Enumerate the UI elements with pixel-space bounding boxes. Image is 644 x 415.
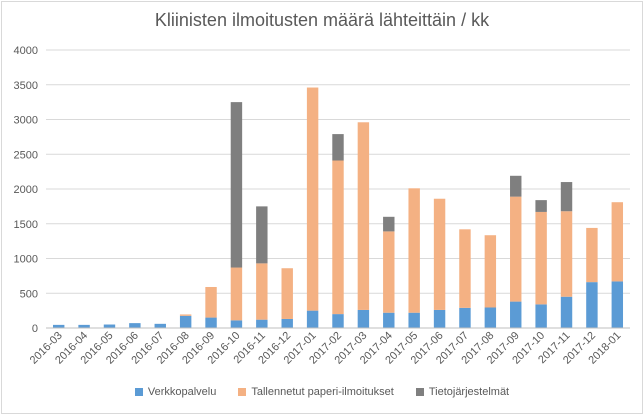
- bar-segment-verkkopalvelu: [383, 312, 395, 328]
- bar-segment-tallennetut-paperi-ilmoitukset: [459, 229, 471, 308]
- legend-item-tallennetut-paperi-ilmoitukset: Tallennetut paperi-ilmoitukset: [238, 386, 394, 398]
- y-tick-label: 3000: [14, 115, 38, 127]
- bar-segment-verkkopalvelu: [154, 323, 166, 328]
- y-tick-label: 500: [20, 288, 38, 300]
- y-axis-ticks: 0 500 1000 1500 2000 2500 3000 3500 4000: [14, 45, 38, 335]
- bar-segment-verkkopalvelu: [586, 282, 598, 328]
- bar-segment-verkkopalvelu: [230, 320, 243, 328]
- legend-label-tallennetut-paperi-ilmoitukset: Tallennetut paperi-ilmoitukset: [251, 386, 394, 398]
- bar-segment-verkkopalvelu: [484, 307, 497, 328]
- legend-item-tietojarjestelmat: Tietojärjestelmät: [415, 386, 510, 398]
- legend-label-tietojarjestelmat: Tietojärjestelmät: [428, 386, 510, 398]
- y-tick-label: 4000: [14, 45, 38, 57]
- bar-segment-tietojarjestelmat: [535, 200, 547, 212]
- y-tick-label: 1000: [14, 254, 38, 266]
- chart-title: Kliinisten ilmoitusten määrä lähteittäin…: [154, 10, 490, 30]
- bar-segment-tietojarjestelmat: [332, 134, 344, 161]
- x-axis-ticks: 2016-032016-042016-052016-062016-072016-…: [28, 330, 624, 367]
- legend-swatch-tallennetut-paperi-ilmoitukset: [238, 388, 247, 396]
- bar-segment-tallennetut-paperi-ilmoitukset: [484, 235, 497, 308]
- bar-segment-verkkopalvelu: [179, 315, 192, 328]
- bar-segment-tietojarjestelmat: [230, 102, 243, 268]
- bar-segment-verkkopalvelu: [433, 309, 446, 328]
- y-tick-label: 3500: [14, 80, 38, 92]
- bar-segment-tallennetut-paperi-ilmoitukset: [383, 231, 395, 313]
- y-tick-label: 2500: [14, 149, 38, 161]
- bar-segment-tallennetut-paperi-ilmoitukset: [535, 211, 547, 305]
- bars: [52, 87, 624, 328]
- bar-segment-verkkopalvelu: [205, 317, 217, 328]
- bar-segment-verkkopalvelu: [535, 304, 547, 328]
- legend-item-verkkopalvelu: Verkkopalvelu: [134, 386, 217, 398]
- bar-segment-tallennetut-paperi-ilmoitukset: [281, 268, 293, 319]
- y-tick-label: 0: [32, 323, 38, 335]
- bar-segment-tallennetut-paperi-ilmoitukset: [433, 198, 446, 310]
- bar-segment-verkkopalvelu: [459, 307, 471, 328]
- bar-segment-verkkopalvelu: [510, 301, 522, 328]
- bar-segment-tallennetut-paperi-ilmoitukset: [179, 314, 192, 316]
- bar-segment-tallennetut-paperi-ilmoitukset: [586, 227, 598, 283]
- bar-segment-verkkopalvelu: [52, 324, 65, 328]
- bar-segment-tallennetut-paperi-ilmoitukset: [256, 263, 268, 320]
- bar-segment-tallennetut-paperi-ilmoitukset: [230, 267, 243, 321]
- bar-segment-tallennetut-paperi-ilmoitukset: [510, 196, 522, 302]
- legend-swatch-verkkopalvelu: [134, 388, 143, 396]
- bar-segment-tallennetut-paperi-ilmoitukset: [611, 202, 624, 282]
- bar-segment-verkkopalvelu: [129, 323, 141, 328]
- bar-segment-tietojarjestelmat: [560, 182, 573, 212]
- bar-segment-verkkopalvelu: [78, 324, 90, 328]
- bar-segment-tallennetut-paperi-ilmoitukset: [306, 87, 319, 311]
- bar-segment-verkkopalvelu: [306, 310, 319, 328]
- y-tick-label: 1500: [14, 219, 38, 231]
- bar-segment-verkkopalvelu: [332, 314, 344, 328]
- bar-segment-verkkopalvelu: [408, 312, 420, 328]
- bar-segment-tietojarjestelmat: [510, 175, 522, 197]
- legend-swatch-tietojarjestelmat: [415, 388, 424, 396]
- bar-segment-verkkopalvelu: [611, 281, 624, 328]
- bar-segment-verkkopalvelu: [560, 296, 573, 328]
- bar-segment-tietojarjestelmat: [256, 206, 268, 264]
- legend-label-verkkopalvelu: Verkkopalvelu: [147, 386, 217, 398]
- bar-segment-tallennetut-paperi-ilmoitukset: [560, 211, 573, 297]
- bar-segment-tallennetut-paperi-ilmoitukset: [205, 286, 217, 318]
- legend: Verkkopalvelu Tallennetut paperi-ilmoitu…: [0, 386, 644, 398]
- bar-segment-verkkopalvelu: [256, 319, 268, 328]
- bar-segment-tietojarjestelmat: [383, 216, 395, 232]
- bar-segment-tallennetut-paperi-ilmoitukset: [357, 122, 370, 310]
- bar-segment-verkkopalvelu: [103, 324, 116, 328]
- bar-segment-verkkopalvelu: [357, 309, 370, 328]
- bar-segment-tallennetut-paperi-ilmoitukset: [332, 160, 344, 315]
- y-tick-label: 2000: [14, 184, 38, 196]
- bar-segment-verkkopalvelu: [281, 318, 293, 328]
- bar-segment-tallennetut-paperi-ilmoitukset: [408, 188, 420, 313]
